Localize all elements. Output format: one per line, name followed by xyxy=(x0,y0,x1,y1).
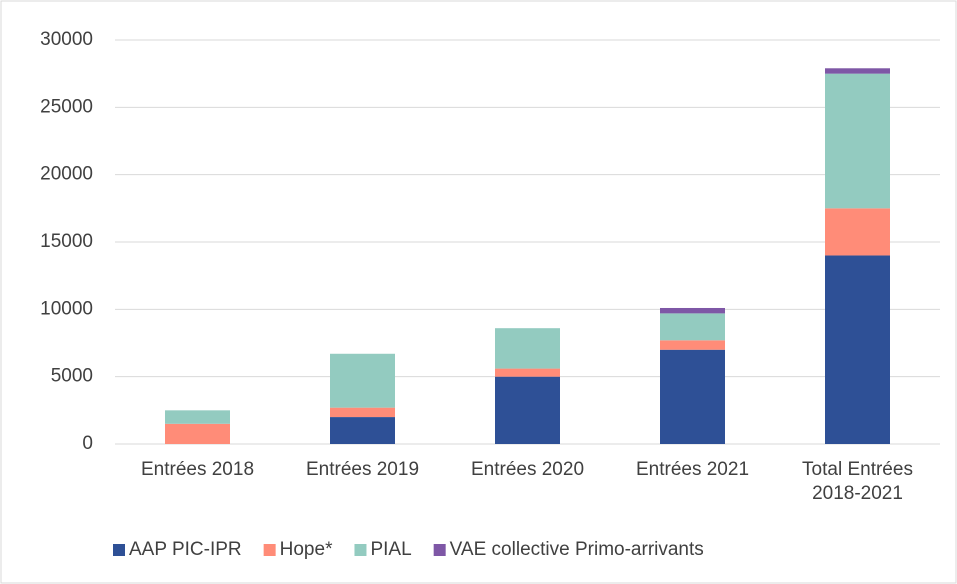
x-tick-label: Entrées 2021 xyxy=(635,459,750,480)
bar-segment xyxy=(330,417,395,444)
x-tick-label: Entrées 2019 xyxy=(305,459,420,480)
legend-swatch xyxy=(263,544,276,556)
bar-segment xyxy=(825,68,890,74)
legend-swatch xyxy=(113,544,125,556)
legend-label: VAE collective Primo-arrivants xyxy=(450,539,704,560)
bar-segment xyxy=(660,340,725,350)
y-tick-label: 20000 xyxy=(40,164,93,185)
x-tick-label: Entrées 2018 xyxy=(140,459,255,480)
bar-segment xyxy=(495,328,560,369)
bar-segment xyxy=(660,307,725,314)
x-tick-label: Total Entrées 2018-2021 xyxy=(802,459,913,504)
y-tick-label: 30000 xyxy=(40,29,93,50)
legend-swatch xyxy=(433,544,446,556)
x-tick-label: Entrées 2020 xyxy=(470,459,585,480)
y-tick-label: 10000 xyxy=(40,298,93,319)
y-tick-label: 5000 xyxy=(51,366,93,387)
bar-segment xyxy=(495,368,560,377)
bar-segment xyxy=(165,410,230,424)
bar-segment xyxy=(495,376,560,444)
legend-label: Hope* xyxy=(280,539,333,560)
bar-segment xyxy=(660,349,725,444)
bar-segment xyxy=(660,313,725,341)
bar-segment xyxy=(825,208,890,256)
bar-segment xyxy=(165,423,230,444)
y-tick-label: 15000 xyxy=(40,231,93,252)
legend-swatch xyxy=(354,544,367,556)
bar-segment xyxy=(330,407,395,418)
bar-segment xyxy=(825,73,890,209)
bar-segment xyxy=(825,255,890,444)
y-tick-label: 0 xyxy=(82,433,93,454)
bar-segment xyxy=(330,353,395,408)
legend-label: PIAL xyxy=(370,539,411,560)
y-tick-label: 25000 xyxy=(40,96,93,117)
legend-label: AAP PIC-IPR xyxy=(129,539,242,560)
